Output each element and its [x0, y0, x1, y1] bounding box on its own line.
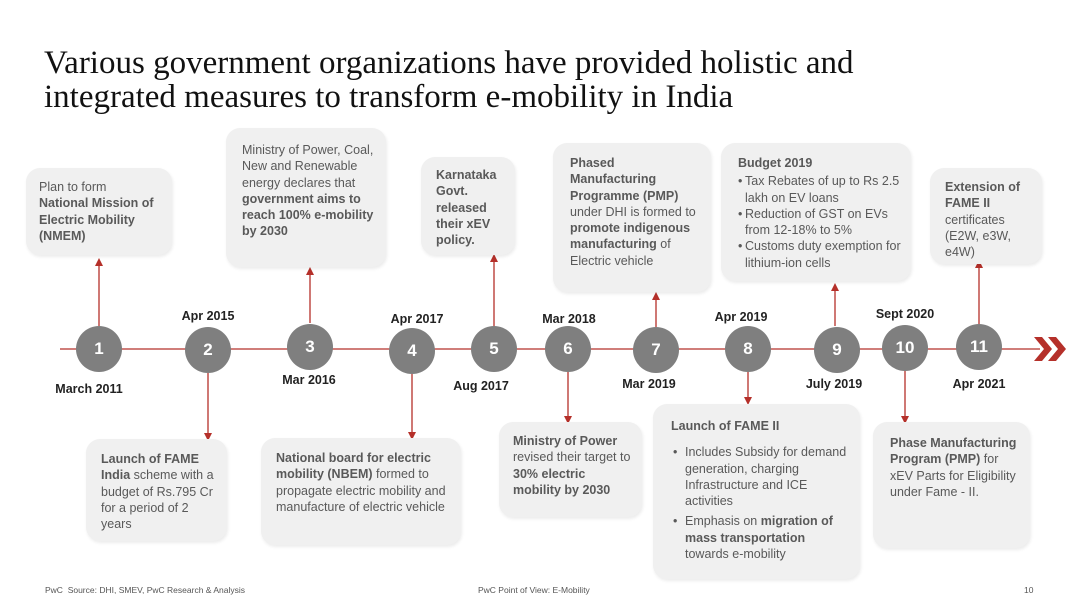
- timeline-node-3: 3: [287, 324, 333, 370]
- event-card-8: Launch of FAME II Includes Subsidy for d…: [653, 404, 860, 579]
- event-6-text: revised their target to: [513, 450, 631, 465]
- date-label-3: Mar 2016: [282, 373, 336, 387]
- event-9-item-1: Tax Rebates of up to Rs 2.5 lakh on EV l…: [738, 173, 903, 206]
- event-6-highlight: Ministry of Power: [513, 434, 618, 448]
- footer-brand: PwC: [45, 585, 63, 595]
- date-label-9: July 2019: [805, 377, 863, 391]
- event-7-text: under DHI is formed to: [570, 204, 696, 219]
- event-4-highlight: National board for electric mobility (NB…: [276, 451, 431, 482]
- timeline-node-2: 2: [185, 327, 231, 373]
- event-9-heading: Budget 2019: [738, 156, 813, 170]
- timeline-node-5: 5: [471, 326, 517, 372]
- date-label-6: Mar 2018: [542, 312, 596, 326]
- event-6-highlight-2: 30% electric mobility by 2030: [513, 466, 611, 497]
- event-4-text: formed to propagate electric mobility an…: [276, 467, 446, 514]
- event-card-6: Ministry of Power revised their target t…: [499, 422, 642, 517]
- event-1-highlight: National Mission of Electric Mobility (N…: [39, 196, 154, 243]
- event-card-2: Launch of FAME India scheme with a budge…: [86, 439, 227, 541]
- event-3-text: Ministry of Power, Coal, New and Renewab…: [242, 143, 374, 190]
- date-label-8: Apr 2019: [714, 310, 768, 324]
- event-card-7: Phased Manufacturing Programme (PMP) und…: [553, 143, 711, 292]
- event-8-item-2-post: towards e-mobility: [685, 547, 786, 562]
- event-9-list: Tax Rebates of up to Rs 2.5 lakh on EV l…: [738, 173, 903, 271]
- footer-source: PwC Source: DHI, SMEV, PwC Research & An…: [45, 585, 245, 595]
- date-label-1: March 2011: [55, 382, 123, 396]
- slide-title: Various government organizations have pr…: [44, 46, 1044, 114]
- event-9-item-3: Customs duty exemption for lithium-ion c…: [738, 238, 903, 271]
- event-card-9: Budget 2019 Tax Rebates of up to Rs 2.5 …: [721, 143, 911, 281]
- event-9-item-2: Reduction of GST on EVs from 12-18% to 5…: [738, 206, 903, 239]
- event-card-11: Extension of FAME II certificates (E2W, …: [930, 168, 1042, 264]
- timeline-node-9: 9: [814, 327, 860, 373]
- event-8-list: Includes Subsidy for demand generation, …: [671, 444, 848, 562]
- event-5-highlight: Karnataka Govt. released their xEV polic…: [436, 168, 497, 248]
- chevron-right-icon: [1034, 337, 1066, 361]
- timeline-node-1: 1: [76, 326, 122, 372]
- event-2-text: scheme with a budget of Rs.795 Cr for a …: [101, 468, 214, 532]
- timeline-node-10: 10: [882, 325, 928, 371]
- date-label-7: Mar 2019: [622, 377, 676, 391]
- event-card-3: Ministry of Power, Coal, New and Renewab…: [226, 128, 386, 267]
- event-8-item-2: Emphasis on migration of mass transporta…: [671, 513, 848, 562]
- event-card-10: Phase Manufacturing Program (PMP) for xE…: [873, 422, 1030, 548]
- timeline-node-4: 4: [389, 328, 435, 374]
- event-11-text: certificates (E2W, e3W, e4W): [945, 212, 1011, 260]
- date-label-5: Aug 2017: [453, 379, 509, 393]
- event-1-intro: Plan to form: [39, 180, 107, 194]
- event-8-item-1: Includes Subsidy for demand generation, …: [671, 444, 848, 509]
- event-card-5: Karnataka Govt. released their xEV polic…: [421, 157, 515, 255]
- date-label-11: Apr 2021: [952, 377, 1006, 391]
- event-3-highlight: government aims to reach 100% e-mobility…: [242, 191, 374, 239]
- footer-center: PwC Point of View: E-Mobility: [478, 585, 590, 595]
- event-10-text: for xEV Parts for Eligibility under Fame…: [890, 452, 1016, 499]
- date-label-4: Apr 2017: [390, 312, 444, 326]
- title-line-1: Various government organizations have pr…: [44, 45, 854, 81]
- footer-source-text: Source: DHI, SMEV, PwC Research & Analys…: [67, 585, 245, 595]
- page-number: 10: [1024, 585, 1034, 595]
- event-7-highlight: Phased Manufacturing Programme (PMP): [570, 156, 679, 203]
- timeline-node-6: 6: [545, 326, 591, 372]
- timeline-node-11: 11: [956, 324, 1002, 370]
- event-card-1: Plan to form National Mission of Electri…: [26, 168, 172, 255]
- event-7-highlight-2: promote indigenous manufacturing: [570, 221, 691, 252]
- date-label-10: Sept 2020: [875, 307, 935, 321]
- title-line-2: integrated measures to transform e-mobil…: [44, 79, 734, 115]
- event-card-4: National board for electric mobility (NB…: [261, 438, 461, 545]
- event-8-heading: Launch of FAME II: [671, 419, 780, 433]
- event-8-item-2-highlight: migration of mass transportation: [685, 514, 833, 545]
- timeline-node-8: 8: [725, 326, 771, 372]
- event-8-item-2-pre: Emphasis on: [685, 514, 761, 529]
- date-label-2: Apr 2015: [181, 309, 235, 323]
- timeline-node-7: 7: [633, 327, 679, 373]
- event-11-highlight: Extension of FAME II: [945, 180, 1021, 211]
- event-2-highlight: Launch of FAME India: [101, 452, 199, 483]
- event-7-text-2: of Electric vehicle: [570, 237, 671, 268]
- event-10-highlight: Phase Manufacturing Program (PMP): [890, 436, 1017, 467]
